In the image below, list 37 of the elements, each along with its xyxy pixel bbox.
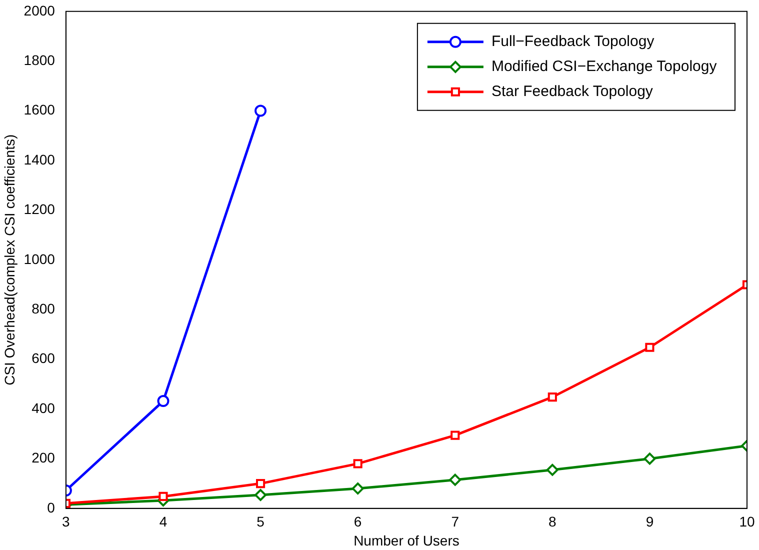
x-tick-label: 4 <box>159 514 168 530</box>
point <box>254 488 267 501</box>
x-tick-label: 7 <box>451 514 460 530</box>
y-tick-label: 800 <box>32 300 56 316</box>
y-tick-label: 2000 <box>24 2 56 18</box>
y-tick-label: 1800 <box>24 52 56 68</box>
y-tick-label: 1400 <box>24 151 56 168</box>
point <box>645 342 654 352</box>
legend-label: Full−Feedback Topology <box>491 33 655 50</box>
y-tick-label: 1000 <box>24 250 56 267</box>
y-tick-label: 0 <box>47 499 56 516</box>
x-tick-label: 3 <box>62 514 70 530</box>
point <box>449 474 462 486</box>
y-tick-label: 400 <box>32 400 56 416</box>
point <box>548 392 557 402</box>
y-axis-title: CSI Overhead(complex CSI coefficients) <box>1 134 18 386</box>
legend-label: Star Feedback Topology <box>491 83 654 100</box>
y-tick-label: 1200 <box>24 201 56 218</box>
x-tick-label: 9 <box>646 514 654 530</box>
point <box>352 482 364 495</box>
x-tick-label: 5 <box>256 514 265 530</box>
y-tick-label: 600 <box>32 350 56 366</box>
point <box>157 395 170 408</box>
legend-label: Modified CSI−Exchange Topology <box>491 58 718 76</box>
x-tick-label: 8 <box>548 514 557 530</box>
point <box>546 464 558 476</box>
y-tick-label: 1600 <box>24 102 56 118</box>
x-axis-title: Number of Users <box>354 532 460 548</box>
point <box>450 430 460 440</box>
point <box>254 104 267 117</box>
point <box>353 459 362 468</box>
x-tick-label: 10 <box>739 514 755 530</box>
point <box>158 492 168 502</box>
x-tick-label: 6 <box>354 514 362 530</box>
y-tick-label: 200 <box>32 450 56 466</box>
point <box>644 452 656 465</box>
point <box>256 479 266 488</box>
